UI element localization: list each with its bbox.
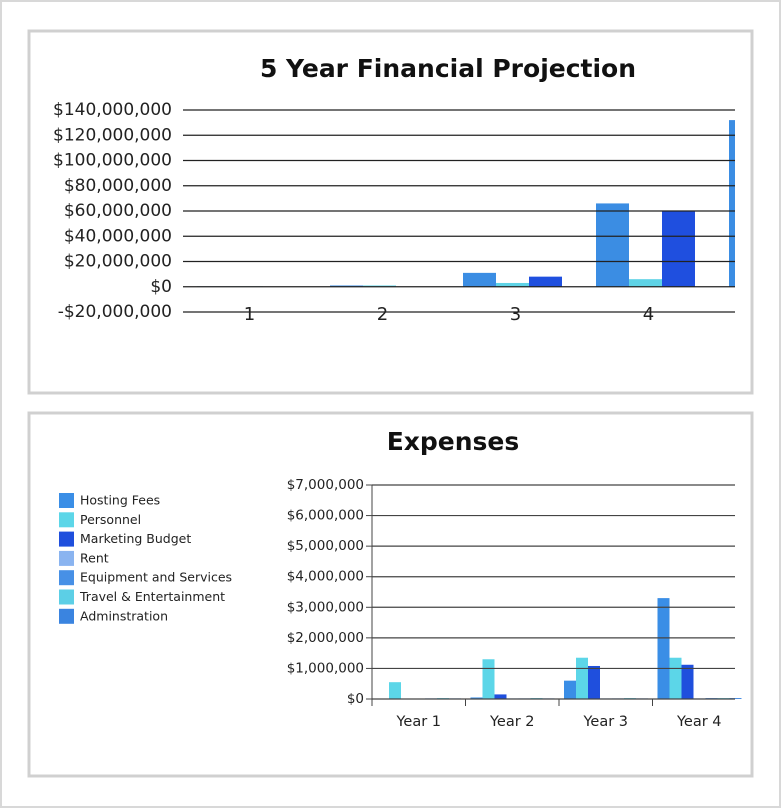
bar: [389, 682, 401, 699]
y-tick-label: $2,000,000: [287, 630, 364, 646]
y-tick-label: $40,000,000: [64, 226, 172, 246]
bar: [482, 659, 495, 699]
bar: [463, 272, 496, 287]
y-tick-label: $7,000,000: [287, 477, 364, 493]
bar: [330, 285, 363, 287]
legend-label: Equipment and Services: [80, 570, 232, 585]
bar: [496, 282, 529, 287]
y-tick-label: $6,000,000: [287, 508, 364, 524]
bar: [729, 698, 742, 699]
y-tick-label: $120,000,000: [53, 125, 172, 145]
y-tick-label: $0: [347, 691, 364, 707]
bar: [529, 276, 562, 287]
bar: [596, 203, 629, 287]
panel: [27, 411, 754, 778]
legend-label: Hosting Fees: [80, 493, 160, 508]
y-tick-label: $100,000,000: [53, 151, 172, 171]
bar: [576, 657, 588, 699]
bar: [564, 680, 576, 699]
x-tick-label: Year 4: [676, 714, 722, 730]
y-tick-label: $60,000,000: [64, 201, 172, 221]
chart-title: Expenses: [387, 427, 520, 456]
x-tick-label: 2: [377, 304, 388, 325]
x-tick-label: 4: [643, 304, 654, 325]
bar: [681, 664, 694, 699]
legend-swatch: [59, 550, 74, 566]
x-tick-label: 1: [244, 304, 255, 325]
y-tick-label: $80,000,000: [64, 176, 172, 196]
legend-label: Travel & Entertainment: [79, 589, 225, 604]
bar: [657, 598, 670, 699]
y-tick-label: $0: [150, 277, 172, 297]
legend-swatch: [59, 512, 74, 528]
plot-bars: [197, 120, 735, 287]
y-tick-label: $1,000,000: [287, 660, 364, 676]
chart-title: 5 Year Financial Projection: [260, 54, 636, 83]
y-tick-label: $4,000,000: [287, 569, 364, 585]
legend-swatch: [59, 531, 74, 547]
legend-label: Marketing Budget: [80, 531, 191, 546]
x-tick-label: Year 3: [582, 714, 628, 730]
panel: [27, 29, 754, 395]
legend-swatch: [59, 493, 74, 508]
legend-swatch: [59, 570, 74, 586]
bar: [729, 120, 735, 287]
legend-label: Adminstration: [80, 608, 168, 623]
legend-swatch: [59, 589, 74, 605]
legend-label: Rent: [80, 550, 109, 565]
x-tick-label: Year 1: [395, 714, 441, 730]
y-tick-label: $5,000,000: [287, 538, 364, 554]
bar: [494, 694, 507, 699]
legend-label: Personnel: [80, 512, 141, 527]
x-tick-label: Year 2: [489, 714, 535, 730]
legend-swatch: [59, 608, 74, 624]
bar: [629, 279, 662, 287]
y-tick-label: $140,000,000: [53, 100, 172, 120]
x-tick-label: 3: [510, 304, 521, 325]
y-tick-label: $3,000,000: [287, 599, 364, 615]
bar: [588, 665, 600, 699]
y-tick-label: $20,000,000: [64, 252, 172, 272]
bar: [363, 285, 396, 287]
bar: [470, 697, 483, 699]
bar: [669, 657, 682, 699]
y-tick-label: -$20,000,000: [58, 302, 172, 322]
bar: [662, 211, 695, 287]
